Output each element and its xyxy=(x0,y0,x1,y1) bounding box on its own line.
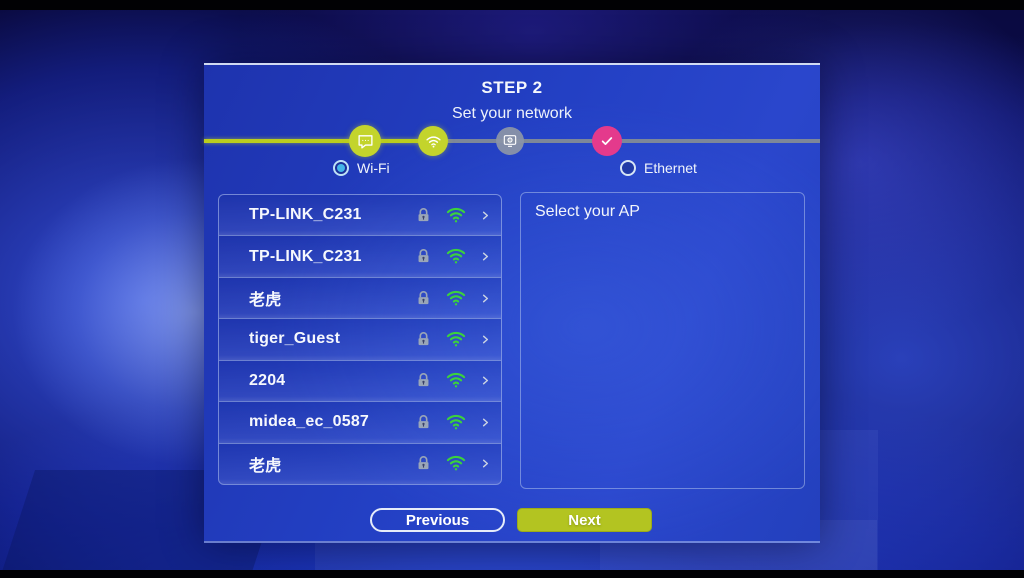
radio-button-icon xyxy=(333,160,349,176)
wifi-network-list: TP-LINK_C231 TP-LINK_C231 老虎 xyxy=(218,194,502,485)
wifi-signal-icon xyxy=(445,455,467,472)
network-type-selector: Wi-Fi Ethernet xyxy=(204,160,820,182)
lock-icon xyxy=(415,247,432,266)
page-subtitle: Set your network xyxy=(451,105,573,122)
progress-track-todo xyxy=(433,139,820,143)
network-row[interactable]: midea_ec_0587 xyxy=(219,402,501,444)
check-icon xyxy=(599,133,615,149)
network-row[interactable]: TP-LINK_C231 xyxy=(219,236,501,278)
progress-step-language xyxy=(349,125,381,157)
previous-button[interactable]: Previous xyxy=(370,508,505,532)
wifi-signal-icon xyxy=(445,290,467,307)
network-row[interactable]: 老虎 xyxy=(219,277,501,320)
wifi-signal-icon xyxy=(445,372,467,389)
wifi-signal-icon xyxy=(445,414,467,431)
radio-ethernet[interactable]: Ethernet xyxy=(620,160,697,176)
ssid-label: TP-LINK_C231 xyxy=(249,247,362,265)
chevron-right-icon xyxy=(480,249,491,264)
ssid-label: 老虎 xyxy=(249,457,282,475)
setup-wizard-dialog: STEP 2 Set your network xyxy=(204,63,820,543)
ap-selection-panel: Select your AP xyxy=(520,192,805,489)
ssid-label: 2204 xyxy=(249,371,286,389)
display-settings-icon xyxy=(502,133,518,149)
progress-bar xyxy=(204,125,820,157)
letterbox-bar-top xyxy=(0,0,1024,10)
ssid-label: TP-LINK_C231 xyxy=(249,206,362,224)
progress-step-display xyxy=(496,127,524,155)
radio-wifi-label: Wi-Fi xyxy=(357,160,390,176)
wifi-signal-icon xyxy=(445,207,467,224)
wifi-signal-icon xyxy=(445,248,467,265)
chevron-right-icon xyxy=(480,373,491,388)
lock-icon xyxy=(415,289,432,308)
chevron-right-icon xyxy=(480,291,491,306)
network-row[interactable]: TP-LINK_C231 xyxy=(219,195,501,237)
network-row[interactable]: 老虎 xyxy=(219,443,501,484)
radio-ethernet-label: Ethernet xyxy=(644,160,697,176)
network-row[interactable]: 2204 xyxy=(219,360,501,403)
lock-icon xyxy=(415,371,432,390)
progress-step-finish xyxy=(592,126,622,156)
chevron-right-icon xyxy=(480,456,491,471)
ap-panel-title: Select your AP xyxy=(535,203,640,220)
radio-button-icon xyxy=(620,160,636,176)
next-button[interactable]: Next xyxy=(517,508,652,532)
lock-icon xyxy=(415,413,432,432)
lock-icon xyxy=(415,454,432,473)
ssid-label: midea_ec_0587 xyxy=(249,413,370,431)
letterbox-bar-bottom xyxy=(0,570,1024,578)
chat-icon xyxy=(357,133,374,150)
lock-icon xyxy=(415,330,432,349)
chevron-right-icon xyxy=(480,208,491,223)
page-title: STEP 2 xyxy=(481,78,543,97)
network-row[interactable]: tiger_Guest xyxy=(219,319,501,361)
radio-wifi[interactable]: Wi-Fi xyxy=(333,160,390,176)
ssid-label: tiger_Guest xyxy=(249,330,341,348)
lock-icon xyxy=(415,206,432,225)
progress-step-network xyxy=(418,126,448,156)
progress-track-done xyxy=(204,139,433,143)
wifi-icon xyxy=(425,133,442,150)
chevron-right-icon xyxy=(480,332,491,347)
wifi-signal-icon xyxy=(445,331,467,348)
ssid-label: 老虎 xyxy=(249,292,282,310)
chevron-right-icon xyxy=(480,415,491,430)
